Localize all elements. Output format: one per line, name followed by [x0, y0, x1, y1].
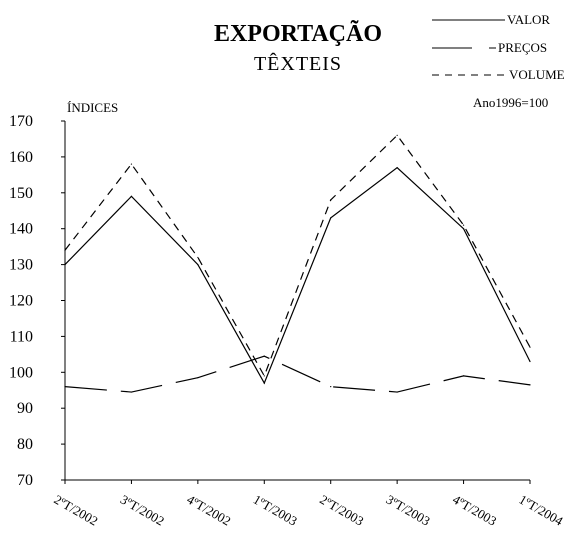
chart-title: EXPORTAÇÃO	[214, 21, 382, 47]
legend-label-volume: VOLUME	[509, 67, 565, 82]
y-tick-label: 90	[17, 400, 33, 417]
data-point	[330, 199, 332, 201]
data-point	[197, 256, 199, 259]
data-point	[462, 224, 465, 226]
series-group	[64, 134, 531, 393]
data-point	[462, 228, 465, 230]
y-tick-label: 80	[17, 436, 33, 453]
y-tick-label: 150	[9, 185, 33, 202]
y-tick-label: 120	[9, 293, 33, 310]
y-tick-label: 100	[9, 364, 33, 381]
y-ticks: 70 80 90 100 110 120 130 140 150 160 170	[9, 113, 65, 489]
data-point	[64, 386, 66, 388]
data-point	[197, 264, 199, 266]
y-tick-label: 130	[9, 257, 33, 274]
series-line-precos	[64, 355, 531, 393]
data-point	[396, 134, 398, 136]
x-tick-label: 4ºT/2003	[450, 492, 499, 529]
y-tick-label: 70	[17, 472, 33, 489]
data-point	[462, 375, 465, 377]
legend-label-precos: PREÇOS	[498, 40, 547, 55]
data-point	[330, 217, 332, 219]
data-point	[529, 384, 531, 386]
x-tick-label: 2ºT/2002	[52, 492, 101, 529]
x-ticks: 2ºT/2002 3ºT/2002 4ºT/2002 1ºT/2003 2ºT/2003…	[52, 480, 567, 529]
data-point	[529, 346, 531, 348]
legend-label-valor: VALOR	[507, 12, 550, 27]
x-tick-label: 3ºT/2003	[384, 492, 433, 529]
data-point	[330, 386, 332, 388]
data-point	[197, 377, 199, 379]
data-point	[263, 382, 265, 384]
data-point	[130, 163, 133, 165]
y-tick-label: 140	[9, 221, 33, 238]
x-tick-label: 1ºT/2004	[517, 492, 567, 529]
x-tick-label: 1ºT/2003	[251, 492, 300, 529]
x-tick-label: 4ºT/2002	[184, 492, 233, 529]
series-line-volume	[64, 134, 531, 378]
data-point	[64, 249, 66, 251]
data-point	[130, 391, 133, 393]
data-point	[396, 167, 398, 169]
y-tick-label: 170	[9, 113, 33, 130]
data-point	[396, 391, 398, 393]
y-axis-label: ÍNDICES	[67, 100, 118, 115]
data-point	[529, 360, 531, 363]
series-line-valor	[64, 166, 531, 385]
legend: VALOR PREÇOS VOLUME	[432, 12, 565, 82]
x-tick-label: 2ºT/2003	[317, 492, 366, 529]
x-tick-label: 3ºT/2002	[118, 492, 167, 529]
base-year-note: Ano1996=100	[473, 95, 548, 110]
chart-subtitle: TÊXTEIS	[254, 52, 342, 75]
data-point	[64, 264, 66, 266]
data-point	[263, 355, 265, 357]
y-tick-label: 160	[9, 149, 33, 166]
data-point	[130, 195, 133, 197]
data-point	[263, 375, 265, 377]
y-tick-label: 110	[10, 328, 33, 345]
